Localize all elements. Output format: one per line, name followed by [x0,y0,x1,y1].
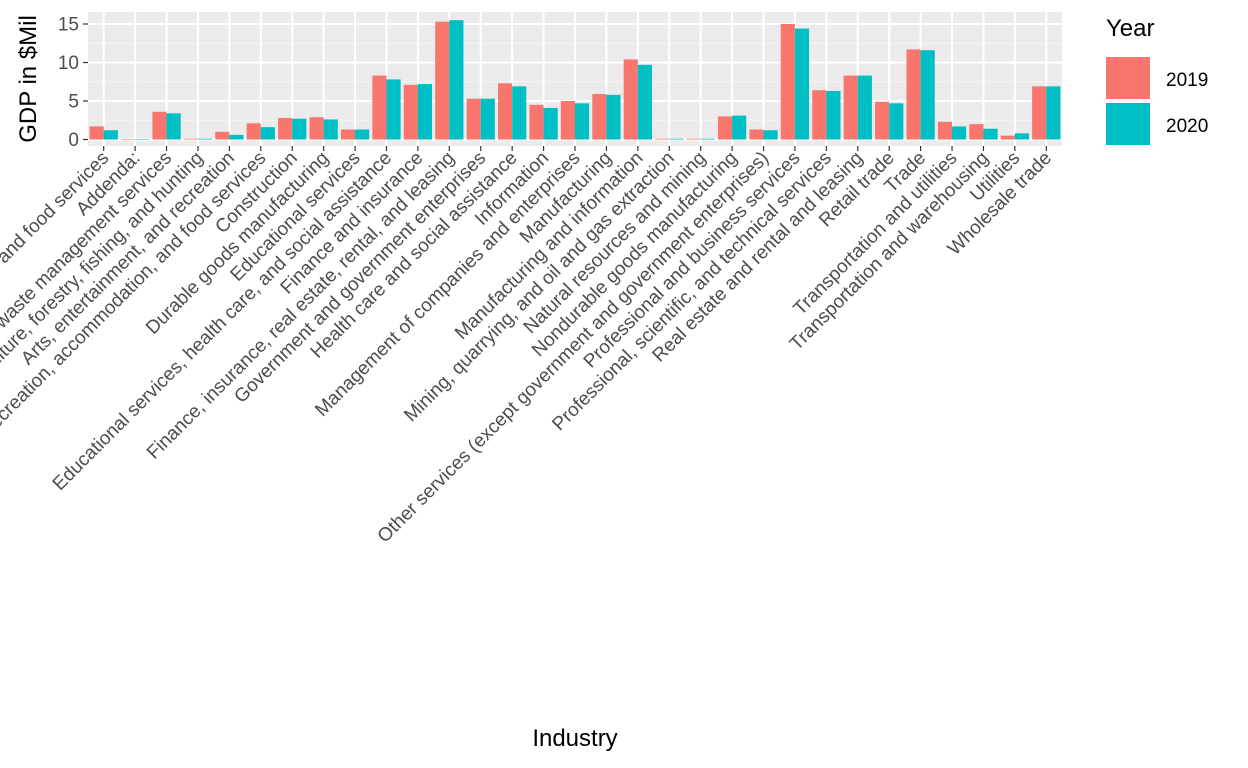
bar-2020-21 [763,130,778,140]
bar-2020-19 [700,138,715,140]
bar-2020-14 [543,107,558,140]
bar-2019-10 [403,84,418,140]
bar-2020-12 [480,98,495,140]
y-axis: 0 5 10 15 [58,15,88,151]
bar-2019-0 [89,126,104,140]
bar-2019-17 [623,59,638,140]
bar-2020-29 [1014,133,1030,140]
bar-2020-24 [857,75,872,140]
bar-2019-14 [529,104,544,140]
bar-2019-26 [906,49,921,140]
legend-label-2020: 2020 [1166,116,1208,137]
y-tick-label: 0 [68,130,79,151]
bars [89,20,1061,140]
legend-key-2019 [1106,57,1150,99]
legend-label-2019: 2019 [1166,70,1208,91]
bar-2020-4 [229,134,244,140]
bar-2020-13 [512,86,527,140]
bar-2019-22 [780,24,795,140]
bar-2020-3 [197,138,213,140]
bar-2020-18 [669,138,684,140]
bar-2020-30 [1046,86,1061,140]
bar-2019-9 [372,75,387,140]
bar-2019-11 [435,21,450,140]
bar-2019-20 [717,116,733,140]
bar-2019-6 [278,117,293,140]
bar-2020-0 [103,130,118,140]
bar-2019-3 [183,138,198,140]
bar-2020-27 [952,126,967,140]
bar-2019-25 [875,101,890,140]
legend-title: Year [1106,15,1155,42]
bar-2020-25 [889,103,904,140]
bar-2020-6 [292,118,307,140]
bar-2020-16 [606,94,621,140]
bar-2020-8 [355,129,370,140]
bar-2019-2 [152,111,167,140]
bar-2020-22 [794,28,810,140]
bar-2020-1 [135,139,150,140]
bar-2019-28 [969,124,984,140]
y-axis-title: GDP in $Mil [15,15,42,143]
bar-2020-2 [166,113,181,140]
bar-2020-17 [637,64,652,140]
bar-2019-30 [1032,86,1047,140]
bar-2020-20 [732,115,747,140]
bar-2019-16 [592,94,607,140]
legend-key-2020 [1106,103,1150,145]
bar-2019-7 [309,117,324,140]
bar-2019-27 [937,121,953,140]
bar-2019-1 [120,139,136,140]
bar-2019-5 [246,123,261,140]
bar-2019-12 [466,98,481,140]
bar-2019-19 [686,138,701,140]
bar-2019-18 [655,138,670,140]
bar-2020-9 [386,79,401,140]
bar-2020-23 [826,90,841,140]
bar-2019-29 [1000,135,1015,140]
bar-2019-21 [749,129,764,140]
legend: Year 2019 2020 [1106,15,1208,145]
bar-2020-11 [449,20,464,140]
bar-2019-15 [560,101,575,140]
y-tick-label: 10 [58,53,79,74]
bar-2020-5 [260,127,275,140]
bar-2019-13 [498,83,513,140]
y-tick-label: 5 [68,92,79,113]
bar-2020-15 [575,103,590,140]
bar-2020-26 [920,50,935,140]
bar-2019-23 [812,90,827,140]
bar-2019-4 [215,131,230,140]
bar-2019-24 [843,75,858,140]
y-tick-label: 15 [58,15,79,36]
bar-2020-7 [323,119,338,140]
x-axis-title: Industry [532,725,617,752]
bar-2020-28 [983,128,998,140]
bar-2019-8 [340,129,356,140]
bar-2020-10 [417,84,433,140]
